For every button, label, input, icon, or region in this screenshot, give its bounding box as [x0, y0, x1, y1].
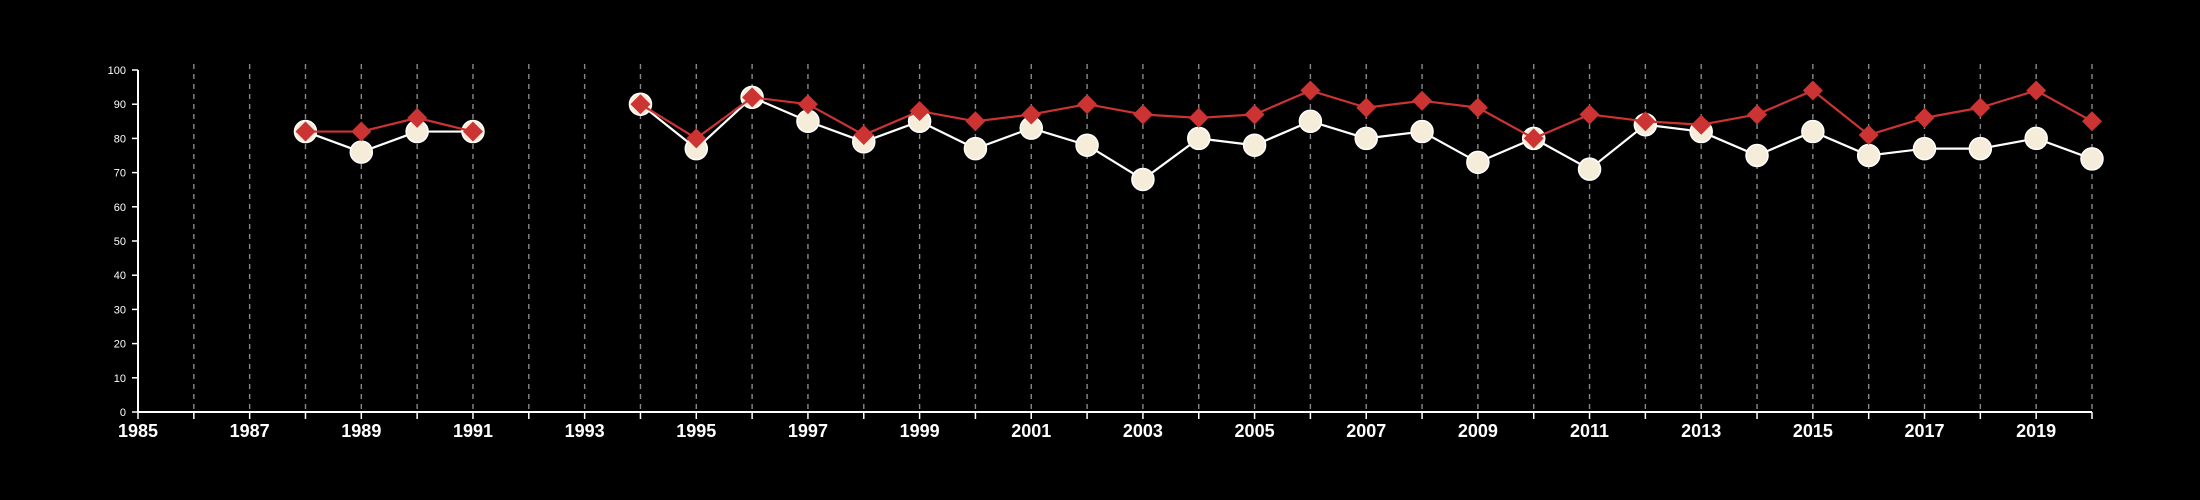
data-point-diamond — [1914, 107, 1935, 128]
y-tick-label: 100 — [108, 65, 126, 77]
data-point-circle — [1577, 157, 1602, 181]
x-tick-label: 2009 — [1458, 421, 1498, 441]
x-tick-label: 2015 — [1793, 421, 1833, 441]
data-point-diamond — [909, 101, 930, 122]
data-point-diamond — [630, 94, 651, 115]
y-tick-label: 30 — [114, 304, 126, 316]
y-tick-label: 10 — [114, 373, 126, 385]
x-tick-label: 1999 — [900, 421, 940, 441]
data-point-diamond — [686, 128, 707, 149]
series-2 — [295, 80, 2102, 149]
series-2-line — [305, 116, 474, 133]
gridlines — [193, 64, 2093, 412]
data-point-diamond — [2026, 80, 2047, 101]
data-point-diamond — [853, 124, 874, 145]
data-point-diamond — [1356, 97, 1377, 118]
data-point-diamond — [1300, 80, 1321, 101]
x-tick-label: 1997 — [788, 421, 828, 441]
x-tick-label: 2017 — [1904, 421, 1944, 441]
series-1-line — [305, 130, 473, 154]
data-point-circle — [1186, 126, 1211, 151]
data-point-diamond — [1132, 104, 1153, 125]
x-tick-label: 2019 — [2016, 421, 2056, 441]
data-point-diamond — [1021, 104, 1042, 125]
y-tick-label: 50 — [114, 236, 126, 248]
x-tick-label: 1987 — [230, 421, 270, 441]
x-tick-label: 1991 — [453, 421, 493, 441]
y-tick-label: 90 — [114, 99, 126, 111]
data-point-circle — [1410, 119, 1434, 144]
x-tick-label: 1985 — [118, 421, 158, 441]
data-point-diamond — [742, 87, 763, 108]
y-tick-label: 80 — [114, 133, 126, 145]
data-point-circle — [1745, 143, 1769, 168]
data-point-diamond — [462, 121, 483, 142]
data-point-circle — [963, 136, 988, 161]
data-point-diamond — [1244, 104, 1265, 125]
x-tick-label: 1993 — [565, 421, 605, 441]
data-point-diamond — [1579, 104, 1600, 125]
x-tick-label: 2007 — [1346, 421, 1386, 441]
x-tick-label: 2003 — [1123, 421, 1163, 441]
x-tick-label: 1989 — [341, 421, 381, 441]
data-point-diamond — [1635, 111, 1656, 132]
data-point-diamond — [1523, 128, 1544, 149]
data-point-diamond — [1802, 80, 1823, 101]
data-point-circle — [1801, 119, 1825, 144]
data-point-diamond — [1412, 90, 1433, 111]
data-point-diamond — [965, 111, 986, 132]
data-point-diamond — [1077, 94, 1098, 115]
data-point-circle — [1131, 167, 1155, 192]
data-point-circle — [2024, 126, 2048, 151]
data-point-circle — [1466, 150, 1490, 175]
data-point-diamond — [797, 94, 818, 115]
data-point-diamond — [407, 107, 428, 128]
data-point-diamond — [1467, 97, 1488, 118]
data-point-circle — [1242, 133, 1267, 157]
data-point-diamond — [1188, 107, 1209, 128]
y-tick-label: 60 — [114, 202, 126, 214]
x-tick-label: 1995 — [676, 421, 716, 441]
data-point-circle — [1968, 136, 1993, 161]
data-point-circle — [1856, 143, 1881, 168]
data-point-diamond — [351, 121, 372, 142]
data-point-circle — [1912, 136, 1937, 161]
data-point-diamond — [1691, 114, 1712, 135]
y-tick-label: 20 — [114, 339, 126, 351]
data-point-diamond — [1970, 97, 1991, 118]
data-point-circle — [1075, 133, 1099, 157]
data-point-diamond — [2082, 111, 2102, 132]
data-point-circle — [349, 140, 374, 164]
y-tick-label: 0 — [120, 407, 126, 419]
x-tick-label: 2005 — [1235, 421, 1275, 441]
data-point-diamond — [1747, 104, 1768, 125]
y-tick-label: 70 — [114, 168, 126, 180]
axes: 0 10 20 30 40 50 60 70 80 90 100 1985 1987 1989 1991 19… — [108, 65, 2093, 441]
data-point-diamond — [1858, 124, 1879, 145]
x-tick-label: 2011 — [1570, 421, 1609, 441]
data-point-circle — [1354, 126, 1378, 151]
series-1 — [293, 85, 2104, 192]
series-layer — [293, 80, 2104, 192]
data-point-circle — [1298, 109, 1323, 134]
x-tick-label: 2001 — [1011, 421, 1051, 441]
data-point-circle — [2080, 147, 2104, 171]
data-point-diamond — [295, 121, 316, 142]
x-tick-label: 2013 — [1681, 421, 1721, 441]
y-tick-label: 40 — [114, 270, 126, 282]
